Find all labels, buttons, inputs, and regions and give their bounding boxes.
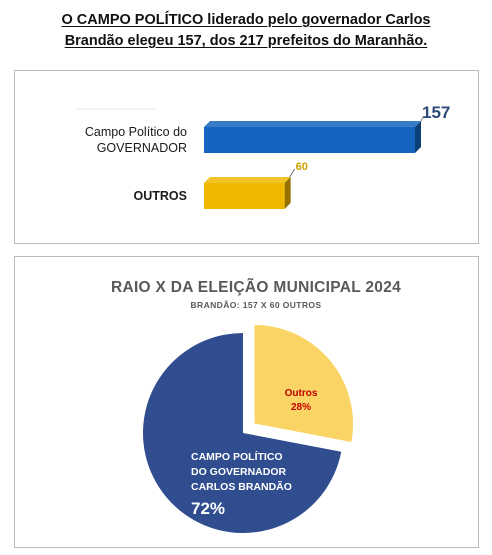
- leader-line: [420, 116, 424, 122]
- bar-top-face: [204, 177, 291, 183]
- bar-chart-panel: Campo Político do GOVERNADOR 157 OUTROS 60: [14, 70, 479, 244]
- slice-label: DO GOVERNADOR: [191, 466, 287, 478]
- slice-label: CAMPO POLÍTICO: [191, 450, 283, 463]
- slice-label: CARLOS BRANDÃO: [191, 480, 292, 493]
- data-label: 60: [296, 161, 308, 173]
- slice-percent-label: 28%: [291, 402, 311, 413]
- data-label: 157: [422, 103, 450, 122]
- bar: [204, 127, 415, 153]
- bar-chart: Campo Político do GOVERNADOR 157 OUTROS 60: [75, 103, 450, 209]
- bar: [204, 183, 285, 209]
- chart-title: RAIO X DA ELEIÇÃO MUNICIPAL 2024: [111, 278, 401, 296]
- category-label: OUTROS: [134, 189, 187, 203]
- category-label: GOVERNADOR: [97, 141, 187, 155]
- bar-group: [204, 177, 291, 209]
- bar-group: [204, 121, 421, 153]
- bar-side-face: [284, 177, 291, 209]
- leader-line: [289, 168, 295, 178]
- pie-slice: [142, 333, 342, 533]
- pie-slice: [253, 323, 355, 444]
- category-label: Campo Político do: [85, 125, 187, 139]
- headline-line-2: Brandão elegeu 157, dos 217 prefeitos do…: [64, 33, 428, 49]
- headline-line-1: O CAMPO POLÍTICO liderado pelo governado…: [61, 12, 431, 28]
- headline: O CAMPO POLÍTICO liderado pelo governado…: [0, 10, 492, 52]
- slice-label: Outros: [285, 388, 318, 399]
- chart-subtitle: BRANDÃO: 157 X 60 OUTROS: [191, 300, 322, 310]
- pie-chart-panel: RAIO X DA ELEIÇÃO MUNICIPAL 2024 BRANDÃO:…: [14, 256, 479, 548]
- pie-chart: RAIO X DA ELEIÇÃO MUNICIPAL 2024 BRANDÃO:…: [111, 278, 401, 533]
- bar-side-face: [415, 121, 421, 153]
- slice-percent-label: 72%: [191, 499, 225, 518]
- bar-top-face: [204, 121, 421, 127]
